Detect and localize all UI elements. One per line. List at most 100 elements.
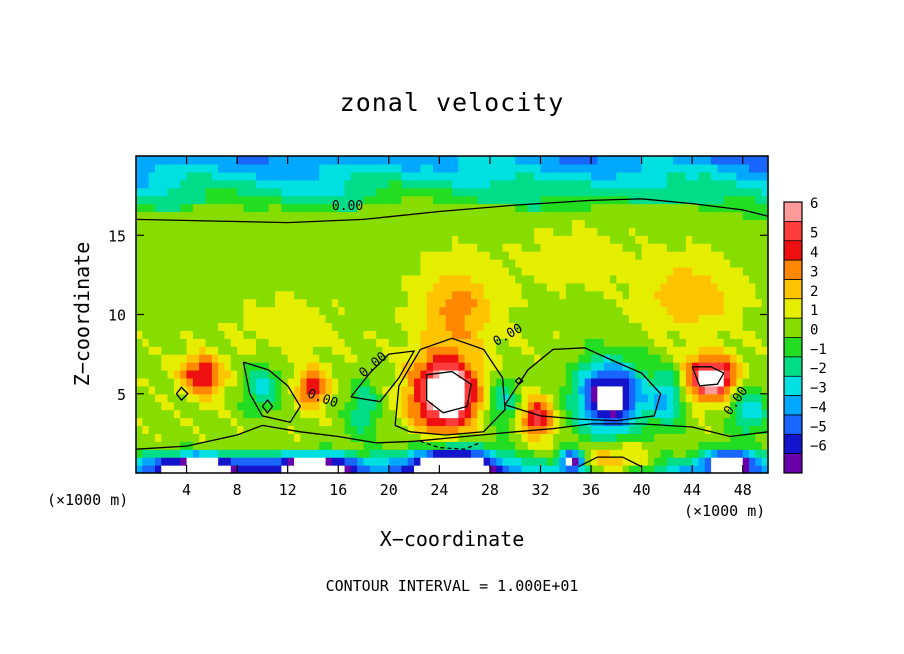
heatmap-cell [565, 171, 573, 181]
heatmap-cell [711, 425, 719, 434]
heatmap-cell [439, 338, 447, 347]
heatmap-cell [616, 346, 624, 355]
heatmap-cell [742, 266, 750, 276]
heatmap-cell [730, 330, 737, 339]
heatmap-cell [249, 441, 257, 450]
heatmap-cell [730, 251, 737, 260]
heatmap-cell [256, 171, 263, 181]
heatmap-cell [237, 171, 245, 181]
heatmap-cell [685, 163, 693, 173]
heatmap-cell [161, 417, 169, 427]
heatmap-cell [268, 171, 276, 181]
heatmap-cell [534, 441, 542, 450]
heatmap-cell [325, 179, 333, 189]
heatmap-cell [496, 274, 504, 284]
heatmap-cell [300, 409, 308, 419]
heatmap-cell [142, 156, 150, 165]
heatmap-cell [666, 203, 674, 213]
heatmap-cell [268, 425, 276, 434]
heatmap-cell [540, 156, 548, 165]
heatmap-cell [489, 465, 497, 474]
heatmap-cell [319, 187, 327, 197]
heatmap-cell [426, 298, 434, 308]
heatmap-cell [761, 195, 769, 205]
heatmap-cell [224, 156, 232, 165]
heatmap-cell [755, 385, 763, 395]
heatmap-cell [521, 330, 529, 339]
heatmap-cell [357, 298, 365, 308]
heatmap-cell [679, 274, 687, 284]
heatmap-cell [445, 425, 453, 434]
heatmap-cell [243, 259, 251, 268]
heatmap-cell [572, 179, 579, 189]
heatmap-cell [666, 314, 674, 324]
heatmap-cell [521, 401, 529, 411]
heatmap-cell [319, 330, 327, 339]
heatmap-cell [136, 441, 143, 450]
heatmap-cell [489, 187, 497, 197]
heatmap-cell [192, 259, 200, 268]
heatmap-cell [628, 322, 636, 331]
heatmap-cell [641, 393, 649, 403]
heatmap-cell [496, 259, 504, 268]
heatmap-cell [388, 163, 396, 173]
heatmap-cell [730, 314, 737, 324]
heatmap-cell [439, 409, 447, 419]
heatmap-cell [654, 465, 662, 474]
heatmap-cell [660, 338, 668, 347]
heatmap-cell [483, 441, 491, 450]
heatmap-cell [268, 187, 276, 197]
heatmap-cell [445, 266, 453, 276]
heatmap-cell [363, 187, 371, 197]
heatmap-cell [306, 227, 314, 236]
heatmap-cell [635, 354, 643, 363]
heatmap-cell [407, 235, 415, 244]
heatmap-cell [325, 187, 333, 197]
heatmap-cell [256, 338, 263, 347]
heatmap-cell [635, 457, 643, 466]
heatmap-cell [470, 195, 478, 205]
heatmap-cell [584, 409, 592, 419]
heatmap-cell [445, 163, 453, 173]
heatmap-cell [761, 401, 769, 411]
heatmap-cell [578, 211, 586, 221]
heatmap-cell [647, 393, 655, 403]
heatmap-cell [344, 187, 352, 197]
heatmap-cell [439, 441, 447, 450]
heatmap-cell [540, 282, 548, 292]
heatmap-cell [331, 338, 339, 347]
heatmap-cell [167, 362, 175, 371]
heatmap-cell [622, 243, 630, 252]
heatmap-cell [578, 259, 586, 268]
heatmap-cell [319, 377, 327, 387]
heatmap-cell [186, 251, 194, 260]
heatmap-cell [325, 425, 333, 434]
heatmap-cell [717, 195, 725, 205]
heatmap-cell [173, 219, 181, 228]
heatmap-cell [256, 259, 263, 268]
heatmap-cell [584, 219, 592, 228]
heatmap-cell [641, 243, 649, 252]
heatmap-cell [641, 425, 649, 434]
heatmap-cell [369, 211, 377, 221]
heatmap-cell [761, 203, 769, 213]
heatmap-cell [287, 401, 295, 411]
heatmap-cell [433, 219, 440, 228]
heatmap-cell [275, 433, 282, 442]
heatmap-cell [211, 441, 219, 450]
heatmap-cell [376, 211, 384, 221]
heatmap-cell [679, 330, 687, 339]
heatmap-cell [711, 203, 719, 213]
heatmap-cell [470, 227, 478, 236]
heatmap-cell [673, 409, 681, 419]
heatmap-cell [426, 251, 434, 260]
heatmap-cell [723, 171, 731, 181]
heatmap-cell [496, 163, 504, 173]
heatmap-cell [452, 409, 459, 419]
heatmap-cell [458, 385, 466, 395]
heatmap-cell [730, 156, 737, 165]
heatmap-cell [363, 409, 371, 419]
heatmap-cell [433, 449, 440, 458]
heatmap-cell [616, 156, 624, 165]
heatmap-cell [136, 330, 143, 339]
